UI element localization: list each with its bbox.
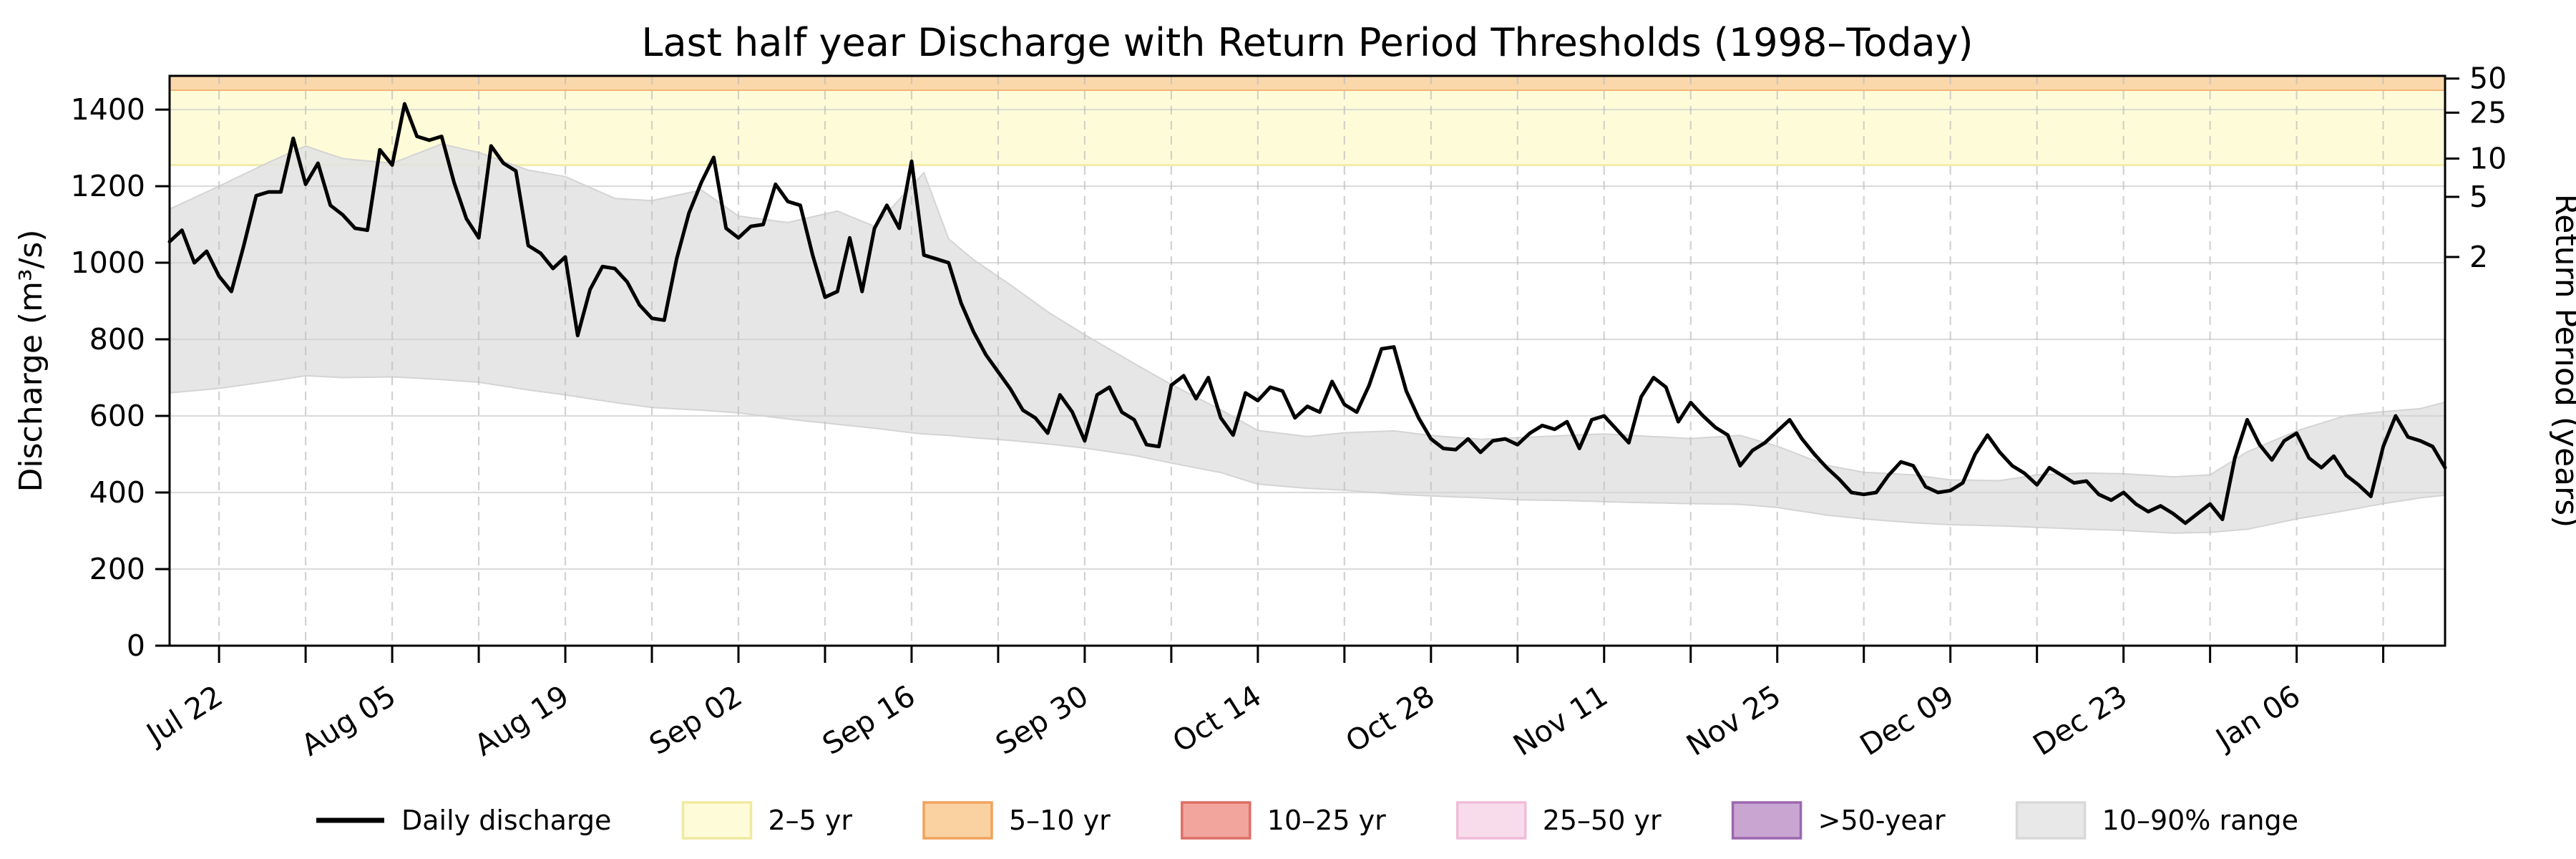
- x-tick-label: Aug 19: [469, 679, 575, 763]
- y-tick-label: 600: [89, 399, 145, 433]
- y-tick-label: 800: [89, 322, 145, 356]
- legend-item: 10–90% range: [2015, 801, 2298, 840]
- y-tick-label: 200: [89, 552, 145, 586]
- legend-patch-swatch-icon: [1181, 801, 1252, 840]
- threshold-bands-layer: [170, 76, 2445, 167]
- legend-patch-swatch-icon: [681, 801, 753, 840]
- legend-item: 5–10 yr: [922, 801, 1111, 840]
- right-y-tick-label: 5: [2469, 180, 2488, 214]
- y-tick-label: 1000: [71, 246, 145, 280]
- legend-item: 2–5 yr: [681, 801, 853, 840]
- legend-item: 25–50 yr: [1455, 801, 1662, 840]
- legend-patch-swatch-icon: [1731, 801, 1802, 840]
- right-y-tick-label: 10: [2469, 142, 2507, 176]
- legend: Daily discharge 2–5 yr 5–10 yr 10–25 yr 25–5…: [316, 801, 2298, 840]
- legend-item: >50-year: [1731, 801, 1946, 840]
- x-tick-label: Sep 02: [643, 679, 748, 762]
- right-y-tick-label: 50: [2469, 62, 2507, 96]
- right-y-tick-label: 2: [2469, 240, 2488, 274]
- right-y-tick-label: 25: [2469, 95, 2507, 130]
- x-tick-label: Jul 22: [139, 679, 228, 752]
- chart-title: Last half year Discharge with Return Per…: [641, 20, 1973, 65]
- legend-item-label: 10–25 yr: [1267, 805, 1386, 836]
- legend-patch-swatch-icon: [922, 801, 993, 840]
- legend-patch-swatch-icon: [2015, 801, 2087, 840]
- y-tick-label: 400: [89, 475, 145, 510]
- x-tick-label: Dec 09: [1854, 679, 1960, 762]
- legend-item: 10–25 yr: [1181, 801, 1386, 840]
- daily-discharge-line: [167, 102, 2447, 525]
- legend-item-label: 25–50 yr: [1543, 805, 1662, 836]
- legend-item-label: 2–5 yr: [769, 805, 853, 836]
- y-axis-label-right: Return Period (years): [2548, 194, 2576, 528]
- y-tick-label: 1200: [71, 169, 145, 203]
- x-tick-label: Sep 16: [816, 679, 921, 762]
- x-tick-label: Dec 23: [2027, 679, 2133, 762]
- x-tick-label: Oct 28: [1340, 679, 1440, 759]
- legend-item-label: 5–10 yr: [1009, 805, 1111, 836]
- y-tick-label: 1400: [71, 92, 145, 127]
- series-layer: [167, 102, 2447, 525]
- x-tick-label: Aug 05: [296, 679, 402, 763]
- legend-item-label: 10–90% range: [2102, 805, 2298, 836]
- legend-item-label: >50-year: [1818, 805, 1946, 836]
- x-tick-label: Jan 06: [2208, 679, 2306, 757]
- y-axis-label-left: Discharge (m³/s): [13, 230, 49, 492]
- x-tick-label: Sep 30: [990, 679, 1094, 762]
- legend-item: Daily discharge: [316, 805, 611, 836]
- gridlines-layer: [170, 76, 2445, 646]
- threshold-band: [170, 76, 2445, 91]
- y-tick-label: 0: [127, 629, 145, 663]
- legend-patch-swatch-icon: [1455, 801, 1527, 840]
- x-tick-label: Nov 25: [1680, 679, 1787, 763]
- plot-border: [168, 74, 2446, 647]
- x-tick-label: Oct 14: [1166, 679, 1267, 759]
- x-tick-label: Nov 11: [1507, 679, 1614, 763]
- legend-item-label: Daily discharge: [401, 805, 611, 836]
- threshold-band: [170, 90, 2445, 165]
